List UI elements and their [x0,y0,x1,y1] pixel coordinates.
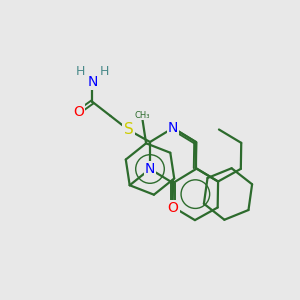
Text: CH₃: CH₃ [134,111,150,120]
Text: N: N [87,75,98,89]
Text: O: O [168,201,178,215]
Text: N: N [145,162,155,176]
Text: H: H [100,65,109,78]
Text: O: O [73,105,84,119]
Text: H: H [76,65,85,78]
Text: N: N [168,121,178,135]
Text: S: S [124,122,133,137]
